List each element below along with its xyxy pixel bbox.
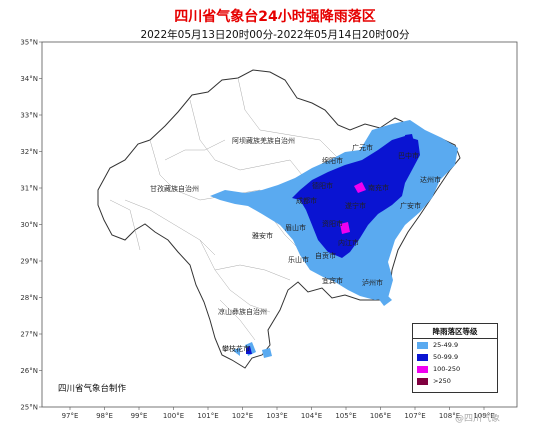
place-label: 攀枝花市 — [222, 344, 250, 353]
map-title: 四川省气象台24小时强降雨落区 — [174, 9, 376, 25]
rain-zone-100-250 — [340, 182, 366, 234]
x-tick-label: 108°E — [439, 412, 460, 420]
legend-item: 25-49.9 — [413, 339, 497, 351]
place-label: 南充市 — [368, 183, 389, 192]
y-tick-label: 35°N — [20, 39, 38, 47]
y-tick-label: 26°N — [20, 367, 38, 375]
legend-item: 100-250 — [413, 363, 497, 375]
legend-label: >250 — [433, 377, 451, 385]
x-tick-label: 99°E — [131, 412, 148, 420]
place-label: 眉山市 — [285, 223, 306, 232]
x-tick-label: 104°E — [301, 412, 322, 420]
x-tick-label: 109°E — [473, 412, 494, 420]
x-tick-label: 101°E — [197, 412, 218, 420]
legend-label: 25-49.9 — [433, 341, 459, 349]
place-label: 自贡市 — [315, 251, 336, 260]
place-label: 绵阳市 — [322, 156, 343, 165]
rainfall-legend: 降雨落区等级 25-49.9 50-99.9 100-250 >250 — [412, 323, 498, 393]
map-subtitle: 2022年05月13日20时00分-2022年05月14日20时00分 — [140, 29, 410, 41]
place-label: 成都市 — [296, 196, 317, 205]
y-tick-label: 27°N — [20, 331, 38, 339]
x-tick-label: 97°E — [62, 412, 79, 420]
legend-label: 50-99.9 — [433, 353, 459, 361]
legend-swatch — [417, 353, 428, 361]
place-label: 巴中市 — [398, 151, 419, 160]
y-tick-label: 33°N — [20, 112, 38, 120]
place-label: 达州市 — [420, 175, 441, 184]
x-tick-label: 105°E — [335, 412, 356, 420]
place-label: 雅安市 — [252, 231, 273, 240]
place-label: 遂宁市 — [345, 201, 366, 210]
producer-credit: 四川省气象台制作 — [58, 384, 127, 394]
y-tick-label: 28°N — [20, 294, 38, 302]
legend-item: 50-99.9 — [413, 351, 497, 363]
place-label: 甘孜藏族自治州 — [150, 184, 199, 193]
y-tick-label: 29°N — [20, 258, 38, 266]
legend-item: >250 — [413, 375, 497, 387]
place-label: 广元市 — [352, 143, 373, 152]
x-tick-label: 100°E — [163, 412, 184, 420]
x-tick-label: 98°E — [96, 412, 113, 420]
place-label: 宜宾市 — [322, 276, 343, 285]
x-tick-label: 102°E — [232, 412, 253, 420]
y-tick-label: 31°N — [20, 185, 38, 193]
place-label: 广安市 — [400, 201, 421, 210]
rain-zone-50-99 — [246, 134, 420, 354]
legend-label: 100-250 — [433, 365, 461, 373]
place-label: 凉山彝族自治州 — [218, 307, 267, 316]
x-tick-label: 106°E — [370, 412, 391, 420]
y-tick-label: 30°N — [20, 221, 38, 229]
place-label: 阿坝藏族羌族自治州 — [232, 136, 295, 145]
legend-swatch — [417, 341, 428, 349]
y-tick-label: 25°N — [20, 404, 38, 412]
place-labels: 阿坝藏族羌族自治州 甘孜藏族自治州 凉山彝族自治州 广元市 绵阳市 德阳市 成都… — [150, 136, 441, 353]
x-tick-label: 107°E — [404, 412, 425, 420]
place-label: 乐山市 — [288, 255, 309, 264]
watermark: @四川气象 — [455, 414, 501, 424]
legend-swatch — [417, 377, 428, 385]
place-label: 德阳市 — [312, 181, 333, 190]
y-tick-label: 32°N — [20, 148, 38, 156]
x-tick-label: 103°E — [266, 412, 287, 420]
legend-title: 降雨落区等级 — [413, 324, 497, 339]
place-label: 资阳市 — [322, 219, 343, 228]
latitude-ticks: 35°N 34°N 33°N 32°N 31°N 30°N 29°N 28°N 27°N 26°N… — [20, 39, 42, 412]
y-tick-label: 34°N — [20, 75, 38, 83]
legend-swatch — [417, 365, 428, 373]
place-label: 泸州市 — [362, 278, 383, 287]
place-label: 内江市 — [338, 238, 359, 247]
longitude-ticks: 97°E 98°E 99°E 100°E 101°E 102°E 103°E 104°E 105… — [62, 407, 495, 420]
